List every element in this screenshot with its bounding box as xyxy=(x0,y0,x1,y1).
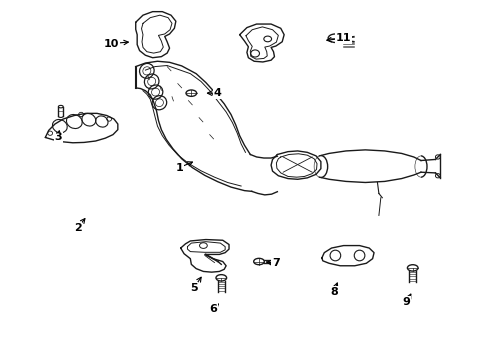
Text: 5: 5 xyxy=(189,283,197,293)
Text: 4: 4 xyxy=(214,88,222,98)
Text: 10: 10 xyxy=(103,39,119,49)
Text: 2: 2 xyxy=(74,223,81,233)
Text: 1: 1 xyxy=(175,163,183,172)
Text: 8: 8 xyxy=(329,287,337,297)
Text: 6: 6 xyxy=(209,304,217,314)
Text: 7: 7 xyxy=(271,258,279,268)
Text: 9: 9 xyxy=(402,297,409,307)
Text: 11: 11 xyxy=(335,33,351,43)
Text: 3: 3 xyxy=(55,132,62,143)
